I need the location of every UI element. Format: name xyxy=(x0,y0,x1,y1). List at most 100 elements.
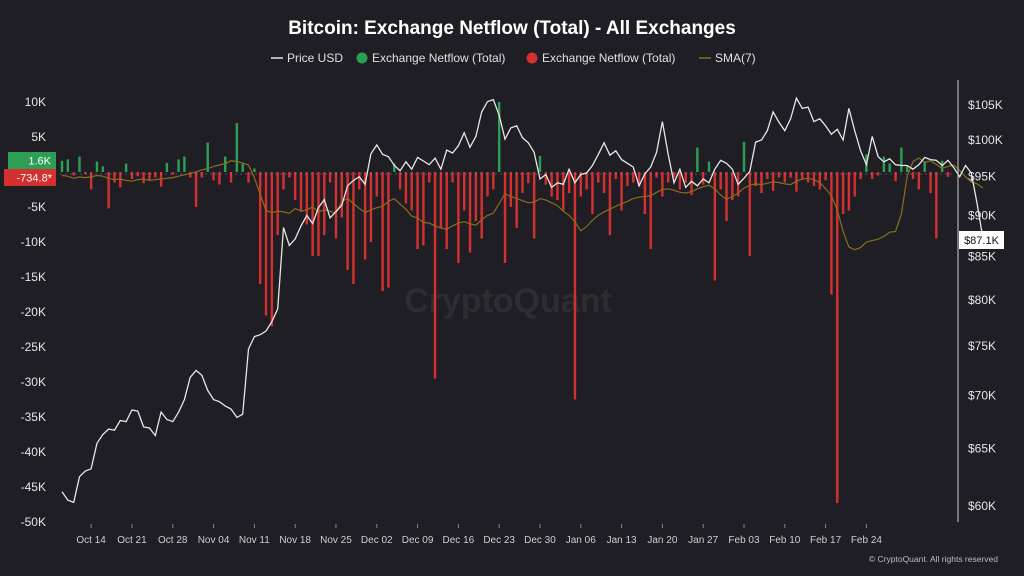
badge-price-text: $87.1K xyxy=(964,235,1000,247)
netflow-bar xyxy=(154,172,157,178)
legend-netflow-positive-label: Exchange Netflow (Total) xyxy=(372,51,505,65)
left-tick-label: -5K xyxy=(27,200,46,214)
netflow-bar xyxy=(830,172,833,295)
netflow-bar xyxy=(229,172,233,183)
netflow-bar xyxy=(165,162,169,172)
x-tick-label: Dec 23 xyxy=(483,535,515,546)
legend-sma-label: SMA(7) xyxy=(715,51,756,65)
netflow-bar xyxy=(107,172,110,209)
netflow-bar xyxy=(445,172,448,249)
legend-item-netflow-positive[interactable]: Exchange Netflow (Total) xyxy=(356,51,506,65)
x-tick-label: Nov 25 xyxy=(320,535,352,546)
netflow-bar xyxy=(661,172,664,197)
netflow-bar xyxy=(375,172,378,197)
netflow-bar xyxy=(940,160,944,172)
netflow-bar xyxy=(556,172,559,200)
netflow-bar xyxy=(113,172,116,183)
netflow-bar xyxy=(264,172,268,316)
right-tick-label: $85K xyxy=(968,249,996,263)
netflow-bars xyxy=(60,102,950,504)
netflow-bar xyxy=(637,172,641,186)
left-tick-label: -25K xyxy=(21,340,46,354)
netflow-bar xyxy=(241,163,244,172)
netflow-bar xyxy=(527,172,530,184)
badge-price: $87.1K xyxy=(959,231,1004,249)
netflow-bar xyxy=(649,172,652,249)
netflow-bar xyxy=(258,172,262,284)
netflow-bar xyxy=(562,172,565,211)
right-tick-label: $95K xyxy=(968,170,996,184)
x-tick-label: Dec 30 xyxy=(524,535,556,546)
netflow-bar xyxy=(905,166,909,172)
right-tick-label: $65K xyxy=(968,442,996,456)
netflow-bar xyxy=(352,172,355,284)
chart-title: Bitcoin: Exchange Netflow (Total) - All … xyxy=(288,18,736,39)
netflow-bar xyxy=(334,172,338,239)
netflow-bar xyxy=(597,172,600,183)
netflow-bar xyxy=(410,172,413,211)
legend-item-sma[interactable]: SMA(7) xyxy=(699,51,756,65)
left-tick-label: 5K xyxy=(31,130,46,144)
netflow-bar xyxy=(130,172,134,179)
netflow-bar xyxy=(358,172,361,190)
right-tick-label: $90K xyxy=(968,208,996,222)
netflow-bar xyxy=(690,172,693,196)
netflow-bar xyxy=(194,172,198,207)
netflow-bar xyxy=(742,141,746,172)
netflow-bar xyxy=(696,147,699,172)
netflow-bar xyxy=(89,172,93,190)
netflow-bar xyxy=(381,172,384,291)
netflow-bar xyxy=(859,172,862,179)
netflow-bar xyxy=(754,172,757,186)
netflow-bar xyxy=(550,172,553,197)
netflow-bar xyxy=(247,172,250,183)
netflow-bar xyxy=(783,172,787,183)
netflow-bar xyxy=(136,172,139,177)
legend-item-netflow-negative[interactable]: Exchange Netflow (Total) xyxy=(526,51,676,65)
netflow-bar xyxy=(206,142,209,172)
netflow-bar xyxy=(789,172,792,178)
netflow-bar xyxy=(731,172,734,200)
badge-negative: -734.8* xyxy=(4,169,56,186)
x-tick-label: Jan 13 xyxy=(607,535,637,546)
netflow-bar xyxy=(503,172,507,263)
legend-price-label: Price USD xyxy=(287,51,343,65)
netflow-bar xyxy=(882,156,886,172)
netflow-bar xyxy=(253,168,256,172)
legend-item-price[interactable]: Price USD xyxy=(271,51,343,65)
netflow-bar xyxy=(871,172,874,179)
netflow-bar xyxy=(101,166,105,172)
left-tick-label: -50K xyxy=(21,515,46,529)
netflow-bar xyxy=(60,160,64,172)
netflow-bar xyxy=(398,172,402,190)
netflow-bar xyxy=(497,102,501,172)
netflow-bar xyxy=(602,172,606,193)
netflow-bar xyxy=(666,172,670,183)
left-tick-label: -30K xyxy=(21,375,46,389)
netflow-bar xyxy=(486,172,489,197)
left-tick-label: -45K xyxy=(21,480,46,494)
netflow-bar xyxy=(585,172,588,190)
netflow-bar xyxy=(439,172,443,228)
netflow-bar xyxy=(643,172,647,214)
netflow-bar xyxy=(509,172,513,207)
netflow-bar xyxy=(124,163,128,172)
netflow-bar xyxy=(451,172,454,183)
x-tick-label: Oct 21 xyxy=(117,535,147,546)
netflow-bar xyxy=(148,172,151,181)
sma-line xyxy=(61,157,984,251)
netflow-bar xyxy=(72,172,75,176)
netflow-bar xyxy=(900,147,903,172)
netflow-bar xyxy=(894,172,897,182)
netflow-bar xyxy=(468,172,472,253)
netflow-bar xyxy=(672,172,676,178)
legend-green-dot xyxy=(356,52,368,64)
netflow-bar xyxy=(171,172,174,175)
netflow-bar xyxy=(428,172,431,183)
badge-positive-box xyxy=(8,152,56,169)
netflow-bar xyxy=(369,172,373,242)
right-axis: $105K $100K $95K $90K $85K $80K $75K $70K $65K $6… xyxy=(968,98,1003,513)
netflow-bar xyxy=(492,172,495,190)
netflow-bar xyxy=(218,172,221,185)
